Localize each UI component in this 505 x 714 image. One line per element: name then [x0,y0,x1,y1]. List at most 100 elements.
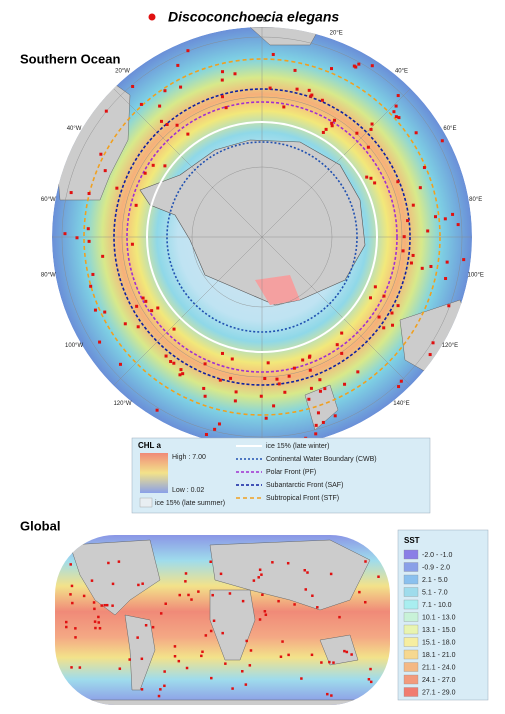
occurrence [329,572,333,576]
occurrence [345,650,349,654]
longitude-label: 40°E [395,68,408,74]
occurrence [91,272,95,276]
occurrence [456,223,460,227]
sst-title: SST [404,536,420,545]
occurrence [396,180,400,184]
occurrence [158,104,162,108]
occurrence [86,227,90,231]
occurrence [181,372,185,376]
occurrence [163,684,166,688]
legend-label: Continental Water Boundary (CWB) [266,456,377,463]
occurrence [150,309,154,313]
occurrence [70,584,74,588]
occurrence [257,576,260,579]
legend-high: High : 7.00 [172,454,206,461]
occurrence [210,676,213,680]
occurrence [340,351,344,355]
occurrence [321,130,325,134]
occurrence [414,131,418,135]
occurrence [179,368,183,372]
occurrence [249,649,253,652]
occurrence [163,89,167,93]
occurrence [92,601,96,604]
occurrence [367,678,371,681]
occurrence [366,145,370,149]
occurrence [135,304,139,308]
occurrence [103,310,107,314]
occurrence [402,235,406,239]
global-map [55,535,390,705]
longitude-label: 100°E [467,272,483,278]
occurrence [190,598,193,601]
occurrence [65,620,68,624]
occurrence [323,387,327,391]
occurrence [431,341,435,345]
occurrence [136,636,139,639]
chl-ramp [140,453,168,493]
sst-label: 21.1 - 24.0 [422,664,456,671]
occurrence [369,680,373,684]
sst-label: 18.1 - 21.0 [422,652,456,659]
occurrence [204,433,208,437]
occurrence [163,670,166,673]
occurrence [87,191,91,195]
occurrence [307,397,311,401]
occurrence [433,215,437,219]
occurrence [277,382,281,386]
sst-swatch [403,612,419,622]
occurrence [74,627,77,630]
occurrence [281,640,284,643]
occurrence [82,594,86,598]
occurrence [365,175,369,179]
longitude-label: 120°E [442,343,458,349]
occurrence [308,368,312,372]
occurrence [248,664,252,667]
occurrence [94,626,97,630]
occurrence [451,212,455,216]
occurrence [65,625,68,629]
occurrence [131,84,135,88]
occurrence [136,325,140,329]
occurrence [443,217,447,221]
occurrence [368,296,372,300]
occurrence [333,118,337,122]
occurrence [221,70,225,74]
occurrence [107,561,110,565]
occurrence [396,94,400,98]
occurrence [343,649,346,653]
occurrence [293,68,297,72]
occurrence [69,191,73,195]
occurrence [394,115,398,119]
occurrence [137,583,140,587]
occurrence [101,254,105,258]
occurrence [364,560,367,563]
longitude-label: 0°E [257,18,267,24]
occurrence [105,603,109,607]
legend-label: Subtropical Front (STF) [266,495,339,502]
occurrence [335,343,339,347]
occurrence [266,361,270,365]
occurrence [264,416,268,420]
occurrence [259,394,263,398]
occurrence [93,620,97,623]
longitude-label: 60°E [443,126,456,132]
occurrence [268,86,272,90]
longitude-label: 80°E [469,197,482,203]
occurrence [364,600,367,604]
occurrence [445,260,449,264]
occurrence [397,385,401,389]
occurrence [332,661,335,664]
occurrence [103,169,107,173]
occurrence [444,277,448,281]
occurrence [264,613,268,617]
occurrence [221,631,224,635]
occurrence [139,102,143,106]
occurrence [204,634,208,637]
occurrence [314,423,318,427]
occurrence [203,394,207,398]
sst-label: 2.1 - 5.0 [422,577,448,584]
occurrence [369,127,373,131]
legend-label: ice 15% (late winter) [266,443,329,450]
occurrence [74,636,77,639]
longitude-label: 80°W [41,272,56,278]
